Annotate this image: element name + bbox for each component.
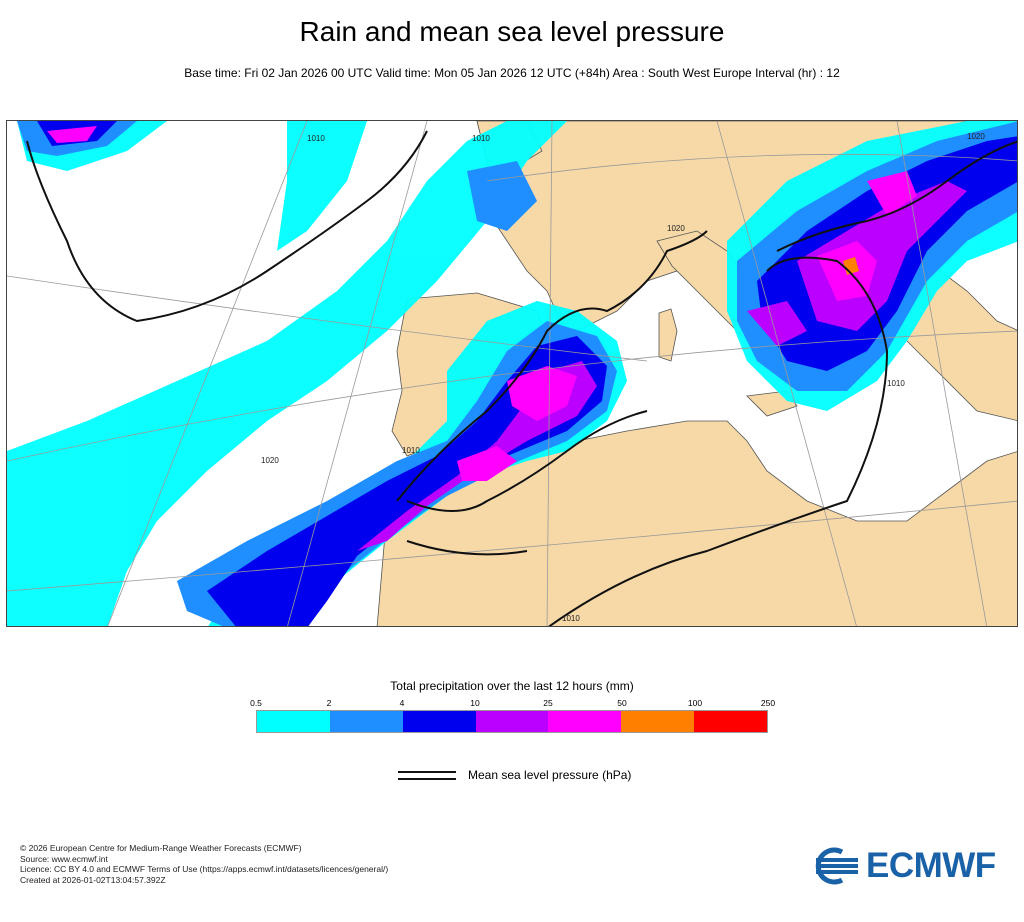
colorbar-swatch xyxy=(402,711,476,732)
colorbar-tick-label: 250 xyxy=(760,698,776,708)
chart-subtitle: Base time: Fri 02 Jan 2026 00 UTC Valid … xyxy=(184,66,840,80)
colorbar-tick-label: 25 xyxy=(543,698,553,708)
msl-legend-line xyxy=(398,771,456,773)
colorbar-tick-label: 10 xyxy=(470,698,480,708)
msl-legend-label: Mean sea level pressure (hPa) xyxy=(468,768,632,782)
isobar-label: 1020 xyxy=(667,224,685,233)
colorbar-swatch xyxy=(694,711,768,732)
colorbar-tick-label: 0.5 xyxy=(250,698,262,708)
precipitation-colorbar xyxy=(256,710,768,733)
colorbar-tick-label: 50 xyxy=(617,698,627,708)
chart-title: Rain and mean sea level pressure xyxy=(299,16,725,47)
colorbar-swatch xyxy=(475,711,549,732)
isobar-label: 1010 xyxy=(562,614,580,623)
footer-licence: Licence: CC BY 4.0 and ECMWF Terms of Us… xyxy=(20,864,389,874)
colorbar-swatch xyxy=(548,711,622,732)
isobar-label: 1010 xyxy=(307,134,325,143)
colorbar-swatch xyxy=(257,711,330,732)
ecmwf-logo-text: ECMWF xyxy=(866,846,996,885)
footer-source: Source: www.ecmwf.int xyxy=(20,853,108,864)
isobar-label: 1010 xyxy=(402,446,420,455)
colorbar-swatch xyxy=(621,711,695,732)
isobar-label: 1010 xyxy=(887,379,905,388)
graticule xyxy=(7,121,1017,626)
isobar-labels: 1010 1010 1010 1020 1020 1020 1010 1010 xyxy=(261,132,985,623)
footer-credits: © 2026 European Centre for Medium-Range … xyxy=(20,843,388,885)
colorbar-tick-label: 2 xyxy=(326,698,332,708)
isobar-label: 1020 xyxy=(261,456,279,465)
map-canvas: 1010 1010 1010 1020 1020 1020 1010 1010 xyxy=(7,121,1017,626)
ecmwf-logo: ECMWF xyxy=(812,846,1008,886)
legend-title: Total precipitation over the last 12 hou… xyxy=(390,679,634,693)
colorbar-tick-label: 100 xyxy=(687,698,703,708)
colorbar-tick-labels: 0.5 2 4 10 25 50 100 250 xyxy=(250,698,775,710)
colorbar-swatch xyxy=(329,711,403,732)
msl-legend-line xyxy=(398,778,456,780)
footer-created: Created at 2026-01-02T13:04:57.392Z xyxy=(20,874,166,885)
weather-map[interactable]: 1010 1010 1010 1020 1020 1020 1010 1010 xyxy=(6,120,1018,627)
isobar-label: 1020 xyxy=(967,132,985,141)
isobar-label: 1010 xyxy=(472,134,490,143)
footer-copyright: © 2026 European Centre for Medium-Range … xyxy=(20,843,302,853)
colorbar-tick-label: 4 xyxy=(399,698,405,708)
isobars xyxy=(26,130,1017,626)
ecmwf-logo-icon xyxy=(815,847,858,885)
